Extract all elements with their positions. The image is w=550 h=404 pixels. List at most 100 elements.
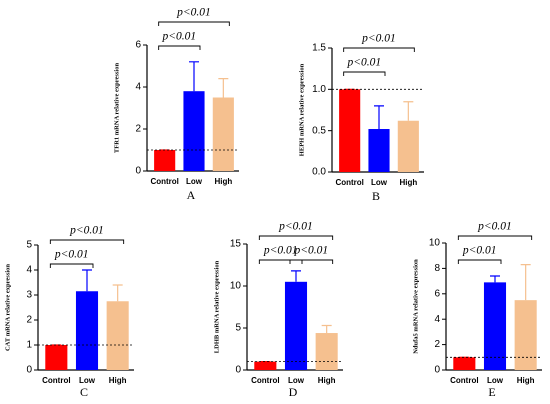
panel: 0.0 0.5 1.0 1.5 Control Low High HEPH mRNA rela… bbox=[298, 33, 424, 203]
p-value: p<0.01 bbox=[347, 57, 382, 69]
bar bbox=[339, 89, 361, 172]
bar bbox=[45, 345, 68, 370]
x-tick-label: High bbox=[399, 178, 417, 187]
y-tick-label: 10 bbox=[429, 238, 441, 249]
y-tick-label: 2 bbox=[26, 315, 32, 326]
bar bbox=[453, 357, 476, 370]
bar bbox=[368, 129, 390, 172]
significance-bracket bbox=[158, 45, 201, 50]
x-tick-label: Control bbox=[42, 376, 70, 385]
bar bbox=[75, 291, 99, 370]
significance-bracket bbox=[457, 259, 502, 264]
x-tick-label: Low bbox=[288, 376, 305, 385]
y-tick-label: 2 bbox=[135, 124, 141, 135]
y-tick-label: 4 bbox=[26, 265, 32, 276]
error-bar bbox=[321, 324, 332, 334]
error-bar bbox=[520, 263, 531, 301]
y-tick-label: 0 bbox=[434, 365, 440, 376]
y-tick-label: 4 bbox=[434, 314, 440, 325]
y-tick-label: 1.0 bbox=[312, 84, 326, 95]
y-axis-label: HEPH mRNA relative expression bbox=[298, 63, 305, 156]
y-tick-label: 0.5 bbox=[312, 125, 326, 136]
bar bbox=[106, 301, 129, 370]
y-tick-label: 6 bbox=[135, 40, 141, 51]
panel: 0 5 10 15 Control Low High LDHB mRNA relative e… bbox=[213, 221, 343, 399]
y-tick-label: 10 bbox=[230, 281, 242, 292]
y-tick-label: 0.0 bbox=[312, 167, 326, 178]
bar bbox=[183, 91, 205, 171]
error-bar bbox=[403, 101, 414, 121]
y-tick-label: 5 bbox=[26, 240, 32, 251]
y-tick-label: 1.5 bbox=[312, 43, 326, 54]
panel: 0 2 4 6 8 10 Control Low High Ndufa5 mRNA relativ… bbox=[412, 221, 542, 399]
y-tick-label: 5 bbox=[235, 323, 241, 334]
p-value: p<0.01 bbox=[263, 245, 298, 257]
x-tick-label: High bbox=[214, 177, 232, 186]
panel-label: A bbox=[187, 188, 196, 202]
y-axis-label: CAT mRNA relative expression bbox=[4, 264, 11, 351]
panel-label: C bbox=[80, 385, 88, 399]
bar bbox=[315, 333, 338, 370]
bar bbox=[483, 282, 507, 370]
x-tick-label: Control bbox=[450, 376, 478, 385]
y-tick-label: 15 bbox=[230, 239, 242, 250]
y-tick-label: 8 bbox=[434, 263, 440, 274]
significance-bracket bbox=[289, 259, 334, 264]
y-tick-label: 0 bbox=[26, 365, 32, 376]
panel: 0 1 2 3 4 5 Control Low High CAT mRNA relative ex… bbox=[4, 225, 134, 399]
bar bbox=[154, 150, 176, 171]
panel-label: B bbox=[372, 189, 380, 203]
y-tick-label: 0 bbox=[135, 166, 141, 177]
x-tick-label: Low bbox=[371, 178, 388, 187]
y-axis-label: Ndufa5 mRNA relative expression bbox=[412, 259, 419, 354]
panel-label: D bbox=[289, 385, 298, 399]
bar bbox=[254, 361, 277, 370]
bar bbox=[397, 120, 419, 172]
bar bbox=[284, 281, 308, 370]
p-value: p<0.01 bbox=[176, 7, 211, 19]
p-value: p<0.01 bbox=[278, 221, 313, 233]
y-tick-label: 3 bbox=[26, 290, 32, 301]
significance-bracket bbox=[158, 21, 230, 26]
error-bar bbox=[82, 269, 92, 292]
y-tick-label: 6 bbox=[434, 288, 440, 299]
error-bar bbox=[490, 275, 500, 283]
x-tick-label: Control bbox=[335, 178, 363, 187]
x-tick-label: Control bbox=[150, 177, 178, 186]
p-value: p<0.01 bbox=[294, 245, 329, 257]
p-value: p<0.01 bbox=[462, 245, 497, 257]
p-value: p<0.01 bbox=[477, 221, 512, 233]
y-tick-label: 4 bbox=[135, 82, 141, 93]
p-value: p<0.01 bbox=[162, 31, 197, 43]
significance-bracket bbox=[49, 263, 94, 268]
panel-label: E bbox=[488, 385, 495, 399]
error-bar bbox=[189, 61, 199, 92]
x-tick-label: Low bbox=[487, 376, 504, 385]
p-value: p<0.01 bbox=[69, 225, 104, 237]
x-tick-label: Low bbox=[186, 177, 203, 186]
y-axis-label: TFR1 mRNA relative expression bbox=[113, 63, 120, 154]
x-tick-label: Low bbox=[79, 376, 96, 385]
p-value: p<0.01 bbox=[54, 249, 89, 261]
error-bar bbox=[374, 105, 384, 130]
x-tick-label: High bbox=[318, 376, 336, 385]
y-tick-label: 2 bbox=[434, 339, 440, 350]
bar bbox=[212, 97, 234, 171]
x-tick-label: High bbox=[109, 376, 127, 385]
significance-bracket bbox=[49, 239, 125, 244]
y-axis-label: LDHB mRNA relative expression bbox=[213, 260, 220, 353]
significance-bracket bbox=[343, 47, 415, 52]
error-bar bbox=[291, 270, 301, 282]
significance-bracket bbox=[258, 235, 334, 240]
x-tick-label: High bbox=[517, 376, 535, 385]
error-bar bbox=[112, 284, 123, 302]
y-tick-label: 0 bbox=[235, 365, 241, 376]
significance-bracket bbox=[258, 259, 303, 264]
x-tick-label: Control bbox=[251, 376, 279, 385]
panel: 0 2 4 6 Control Low High TFR1 mRNA relative exp… bbox=[113, 7, 239, 202]
error-bar bbox=[218, 78, 229, 98]
p-value: p<0.01 bbox=[361, 33, 396, 45]
significance-bracket bbox=[343, 71, 386, 76]
bar bbox=[514, 300, 537, 370]
